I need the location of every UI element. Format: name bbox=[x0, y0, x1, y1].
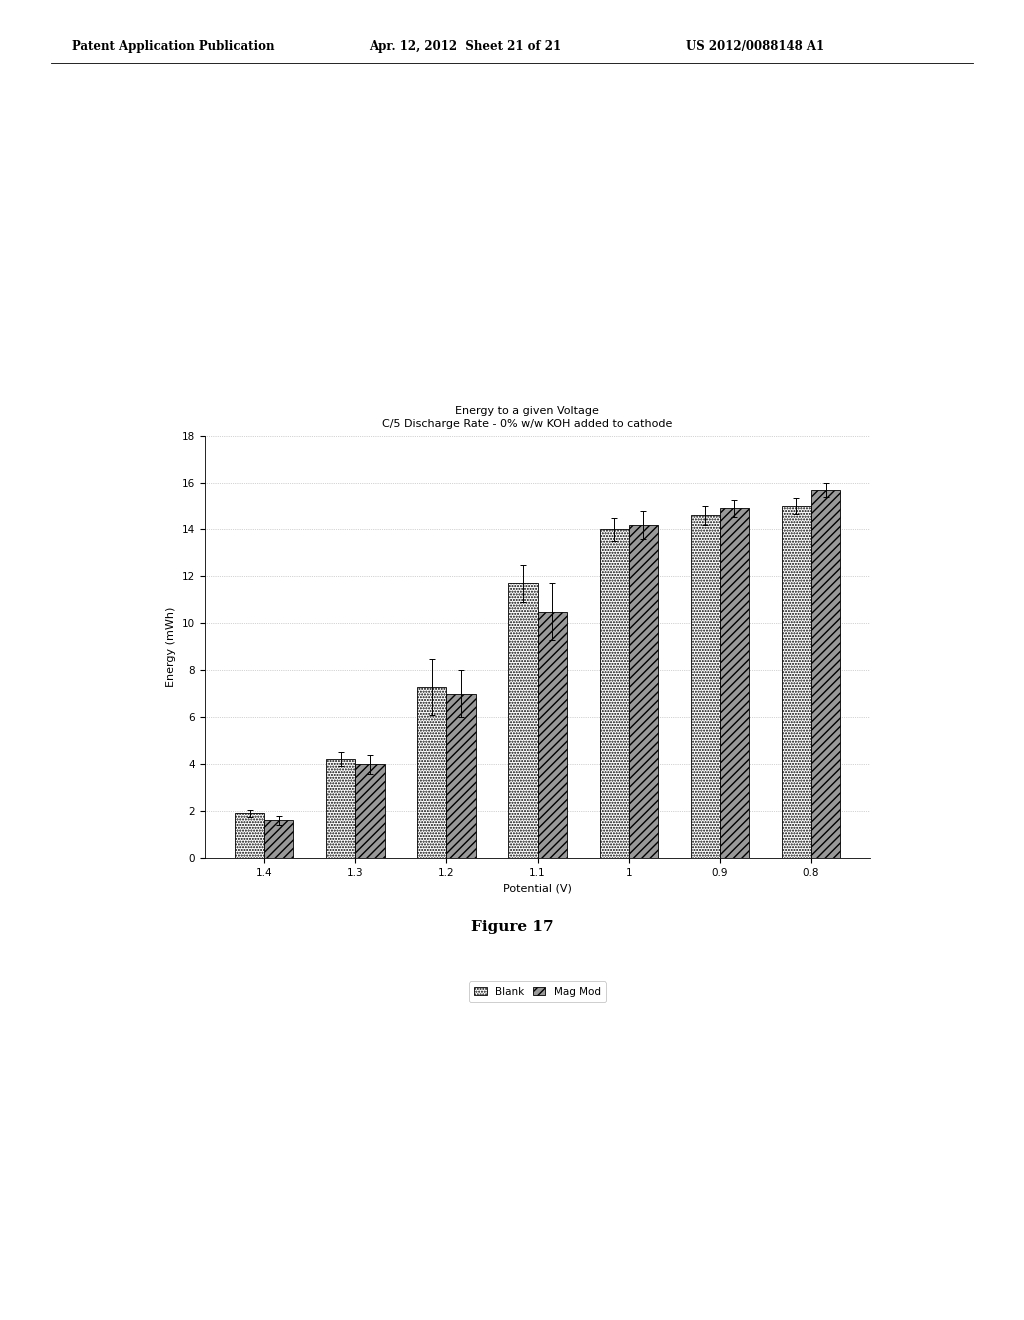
Text: Figure 17: Figure 17 bbox=[471, 920, 553, 933]
Bar bbox=[264, 821, 294, 858]
X-axis label: Potential (V): Potential (V) bbox=[503, 883, 572, 894]
Bar bbox=[355, 764, 384, 858]
Bar bbox=[418, 686, 446, 858]
Bar bbox=[327, 759, 355, 858]
Bar bbox=[236, 813, 264, 858]
Bar bbox=[446, 694, 475, 858]
Bar bbox=[600, 529, 629, 858]
Legend: Blank, Mag Mod: Blank, Mag Mod bbox=[469, 982, 606, 1002]
Bar bbox=[781, 506, 811, 858]
Text: C/5 Discharge Rate - 0% w/w KOH added to cathode: C/5 Discharge Rate - 0% w/w KOH added to… bbox=[382, 418, 673, 429]
Bar bbox=[691, 515, 720, 858]
Text: Patent Application Publication: Patent Application Publication bbox=[72, 40, 274, 53]
Text: Apr. 12, 2012  Sheet 21 of 21: Apr. 12, 2012 Sheet 21 of 21 bbox=[369, 40, 561, 53]
Text: US 2012/0088148 A1: US 2012/0088148 A1 bbox=[686, 40, 824, 53]
Bar bbox=[629, 525, 657, 858]
Text: Energy to a given Voltage: Energy to a given Voltage bbox=[456, 405, 599, 416]
Bar bbox=[811, 490, 840, 858]
Bar bbox=[509, 583, 538, 858]
Bar bbox=[538, 611, 566, 858]
Y-axis label: Energy (mWh): Energy (mWh) bbox=[166, 607, 176, 686]
Bar bbox=[720, 508, 749, 858]
